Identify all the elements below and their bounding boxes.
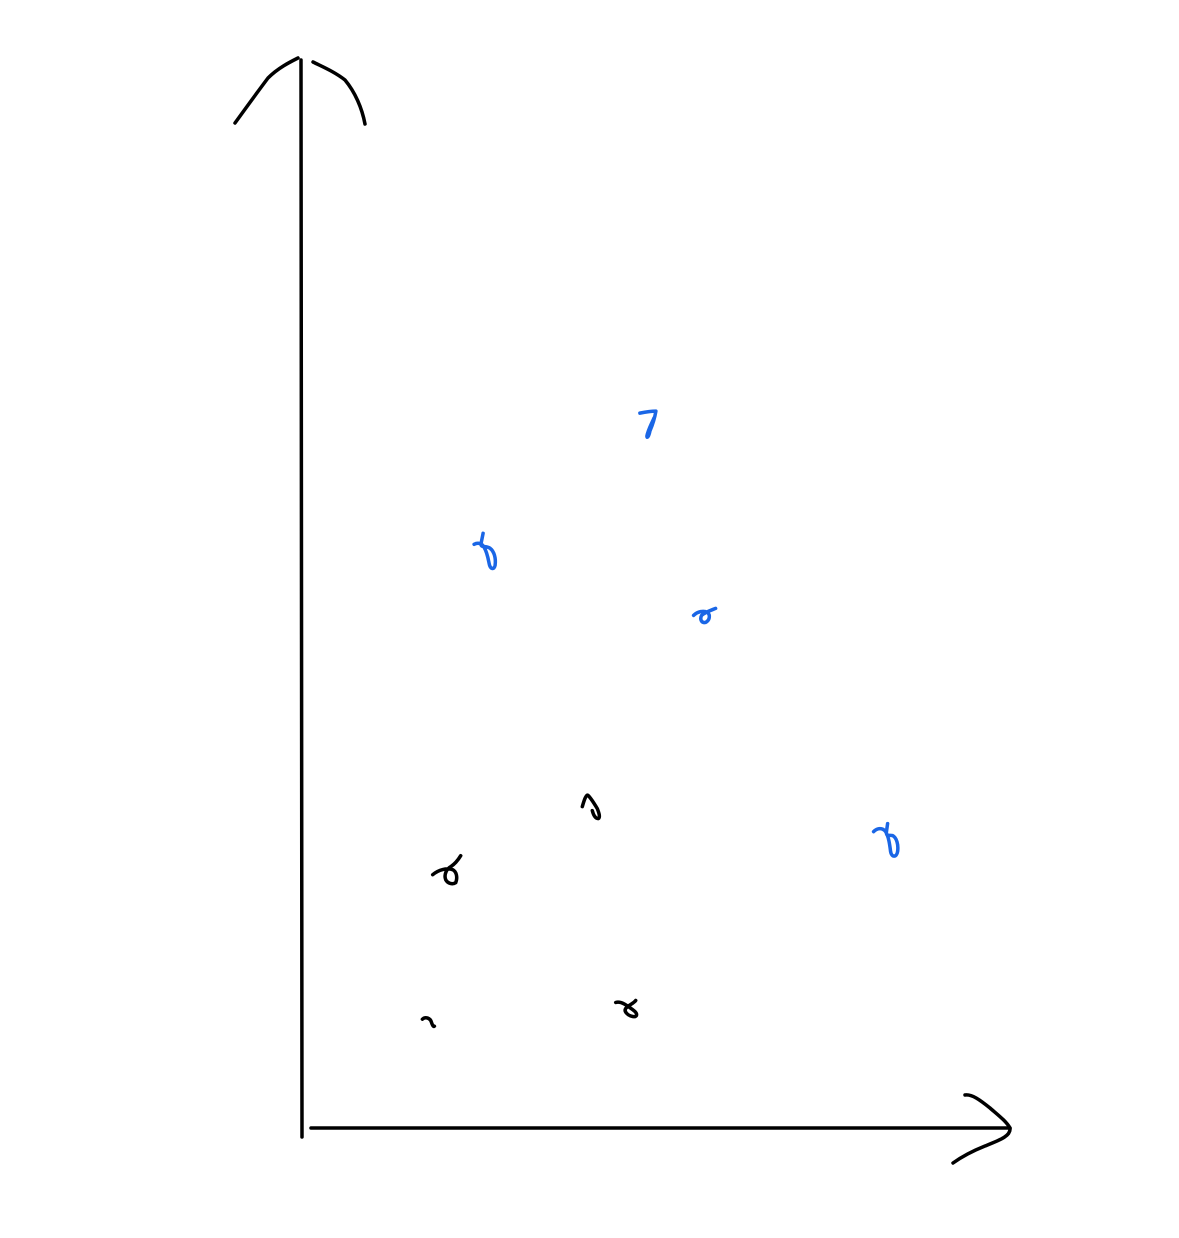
axes bbox=[233, 56, 1012, 1165]
data-point-series-1-4 bbox=[580, 793, 602, 821]
data-point-series-1-3 bbox=[430, 853, 463, 886]
data-point-series-2-2 bbox=[638, 409, 658, 440]
y-axis-line bbox=[299, 58, 304, 1139]
data-point-series-2-1 bbox=[472, 531, 498, 571]
x-axis-arrowhead bbox=[951, 1093, 1012, 1165]
data-point-series-1-2 bbox=[613, 998, 639, 1019]
data-point-series-2-3 bbox=[691, 606, 718, 625]
data-point-series-1-1 bbox=[420, 1016, 437, 1029]
y-axis-arrowhead bbox=[233, 56, 367, 126]
data-point-series-2-4 bbox=[871, 821, 900, 858]
data-marks bbox=[420, 409, 900, 1029]
